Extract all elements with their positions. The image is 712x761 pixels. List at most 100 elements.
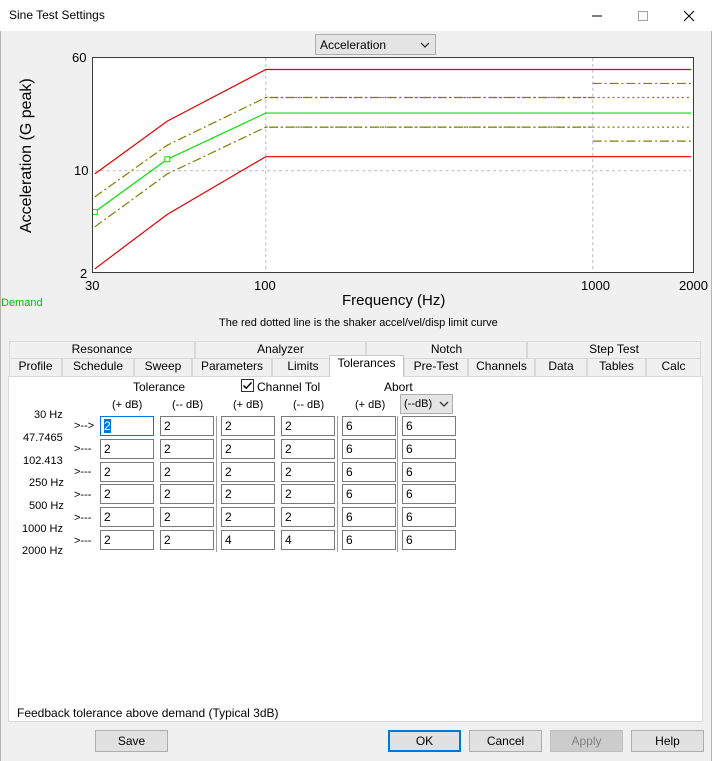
tab-profile[interactable]: Profile [9, 358, 62, 377]
tab-parameters[interactable]: Parameters [192, 358, 272, 377]
input-value: 4 [225, 533, 232, 547]
input-value: 2 [225, 487, 232, 501]
abort-plus-input-row-4[interactable]: 6 [342, 507, 396, 527]
tab-notch[interactable]: Notch [366, 341, 527, 358]
row-arrow-1: >--- [74, 443, 92, 455]
ch-plus-input-row-4[interactable]: 2 [221, 507, 275, 527]
row-arrow-0: >--> [74, 420, 95, 432]
apply-button[interactable]: Apply [550, 730, 623, 752]
tolerance-header: Tolerance [133, 380, 186, 394]
tab-limits[interactable]: Limits [272, 358, 334, 377]
freq-label-0: 30 Hz [34, 409, 63, 421]
tab-channels[interactable]: Channels [468, 358, 535, 377]
tab-resonance[interactable]: Resonance [9, 341, 195, 358]
tab-data[interactable]: Data [535, 358, 587, 377]
ch-minus-input-row-1[interactable]: 2 [281, 439, 335, 459]
ch-minus-input-row-4[interactable]: 2 [281, 507, 335, 527]
tol-minus-input-row-5[interactable]: 2 [160, 530, 214, 550]
tol-minus-input-row-0[interactable]: 2 [160, 416, 214, 436]
tab-tolerances[interactable]: Tolerances [329, 355, 404, 377]
input-value: 6 [346, 487, 353, 501]
close-icon [683, 10, 695, 21]
maximize-button[interactable] [620, 0, 666, 31]
channel-tol-checkbox[interactable] [241, 379, 254, 392]
ok-button[interactable]: OK [388, 730, 461, 752]
col-header-abort-plus: (+ dB) [355, 399, 386, 411]
abort-minus-input-row-1[interactable]: 6 [402, 439, 456, 459]
minimize-button[interactable] [574, 0, 620, 31]
abort-minus-input-row-0[interactable]: 6 [402, 416, 456, 436]
tab-analyzer[interactable]: Analyzer [195, 341, 366, 358]
abort-minus-input-row-5[interactable]: 6 [402, 530, 456, 550]
tol-plus-input-row-0[interactable]: 2 [100, 416, 154, 436]
tol-plus-input-row-2[interactable]: 2 [100, 462, 154, 482]
col-header-ch-plus: (+ dB) [233, 399, 264, 411]
ch-plus-input-row-3[interactable]: 2 [221, 484, 275, 504]
tol-plus-input-row-4[interactable]: 2 [100, 507, 154, 527]
input-value: 2 [225, 442, 232, 456]
tol-minus-input-row-2[interactable]: 2 [160, 462, 214, 482]
tab-tables[interactable]: Tables [587, 358, 646, 377]
cancel-button[interactable]: Cancel [469, 730, 542, 752]
input-value: 2 [104, 419, 111, 433]
chevron-down-icon [420, 42, 430, 48]
abort-plus-input-row-3[interactable]: 6 [342, 484, 396, 504]
window-title: Sine Test Settings [9, 8, 105, 22]
abort-plus-input-row-0[interactable]: 6 [342, 416, 396, 436]
tab-pre-test[interactable]: Pre-Test [404, 358, 468, 377]
input-value: 6 [406, 487, 413, 501]
col-header-tol-plus: (+ dB) [112, 399, 143, 411]
chevron-down-icon [439, 401, 449, 407]
tab-step-test[interactable]: Step Test [527, 341, 701, 358]
x-axis-label: Frequency (Hz) [342, 292, 446, 309]
checkmark-icon [242, 381, 253, 390]
input-value: 2 [225, 510, 232, 524]
ch-plus-input-row-5[interactable]: 4 [221, 530, 275, 550]
input-value: 2 [164, 465, 171, 479]
abort-minus-input-row-2[interactable]: 6 [402, 462, 456, 482]
freq-label-4: 500 Hz [29, 500, 64, 512]
close-button[interactable] [666, 0, 712, 31]
series-line-7 [94, 68, 692, 175]
tol-plus-input-row-3[interactable]: 2 [100, 484, 154, 504]
ch-plus-input-row-1[interactable]: 2 [221, 439, 275, 459]
ch-plus-input-row-2[interactable]: 2 [221, 462, 275, 482]
column-separator [216, 416, 219, 552]
input-value: 6 [406, 510, 413, 524]
tol-minus-input-row-4[interactable]: 2 [160, 507, 214, 527]
input-value: 2 [285, 442, 292, 456]
abort-minus-value: (--dB) [404, 398, 433, 410]
help-button[interactable]: Help [631, 730, 704, 752]
input-value: 2 [164, 442, 171, 456]
ch-minus-input-row-0[interactable]: 2 [281, 416, 335, 436]
input-value: 6 [346, 465, 353, 479]
ch-minus-input-row-5[interactable]: 4 [281, 530, 335, 550]
plot-type-select[interactable]: Acceleration [315, 34, 436, 55]
tol-plus-input-row-5[interactable]: 2 [100, 530, 154, 550]
tab-sweep[interactable]: Sweep [134, 358, 192, 377]
save-button[interactable]: Save [95, 730, 168, 752]
tol-plus-input-row-1[interactable]: 2 [100, 439, 154, 459]
input-value: 2 [225, 419, 232, 433]
abort-minus-input-row-4[interactable]: 6 [402, 507, 456, 527]
hint-text: Feedback tolerance above demand (Typical… [17, 706, 279, 720]
abort-minus-input-row-3[interactable]: 6 [402, 484, 456, 504]
x-tick-100: 100 [254, 278, 276, 293]
input-value: 6 [346, 510, 353, 524]
abort-plus-input-row-5[interactable]: 6 [342, 530, 396, 550]
abort-plus-input-row-2[interactable]: 6 [342, 462, 396, 482]
ch-minus-input-row-3[interactable]: 2 [281, 484, 335, 504]
channel-tol-label: Channel Tol [257, 380, 321, 394]
tol-minus-input-row-1[interactable]: 2 [160, 439, 214, 459]
tol-minus-input-row-3[interactable]: 2 [160, 484, 214, 504]
abort-minus-select[interactable]: (--dB) [400, 394, 453, 414]
tab-schedule[interactable]: Schedule [62, 358, 134, 377]
y-axis-label: Acceleration (G peak) [18, 78, 35, 233]
input-value: 2 [164, 510, 171, 524]
row-arrow-3: >--- [74, 489, 92, 501]
ch-plus-input-row-0[interactable]: 2 [221, 416, 275, 436]
ch-minus-input-row-2[interactable]: 2 [281, 462, 335, 482]
tab-calc[interactable]: Calc [646, 358, 701, 377]
input-value: 2 [104, 510, 111, 524]
abort-plus-input-row-1[interactable]: 6 [342, 439, 396, 459]
